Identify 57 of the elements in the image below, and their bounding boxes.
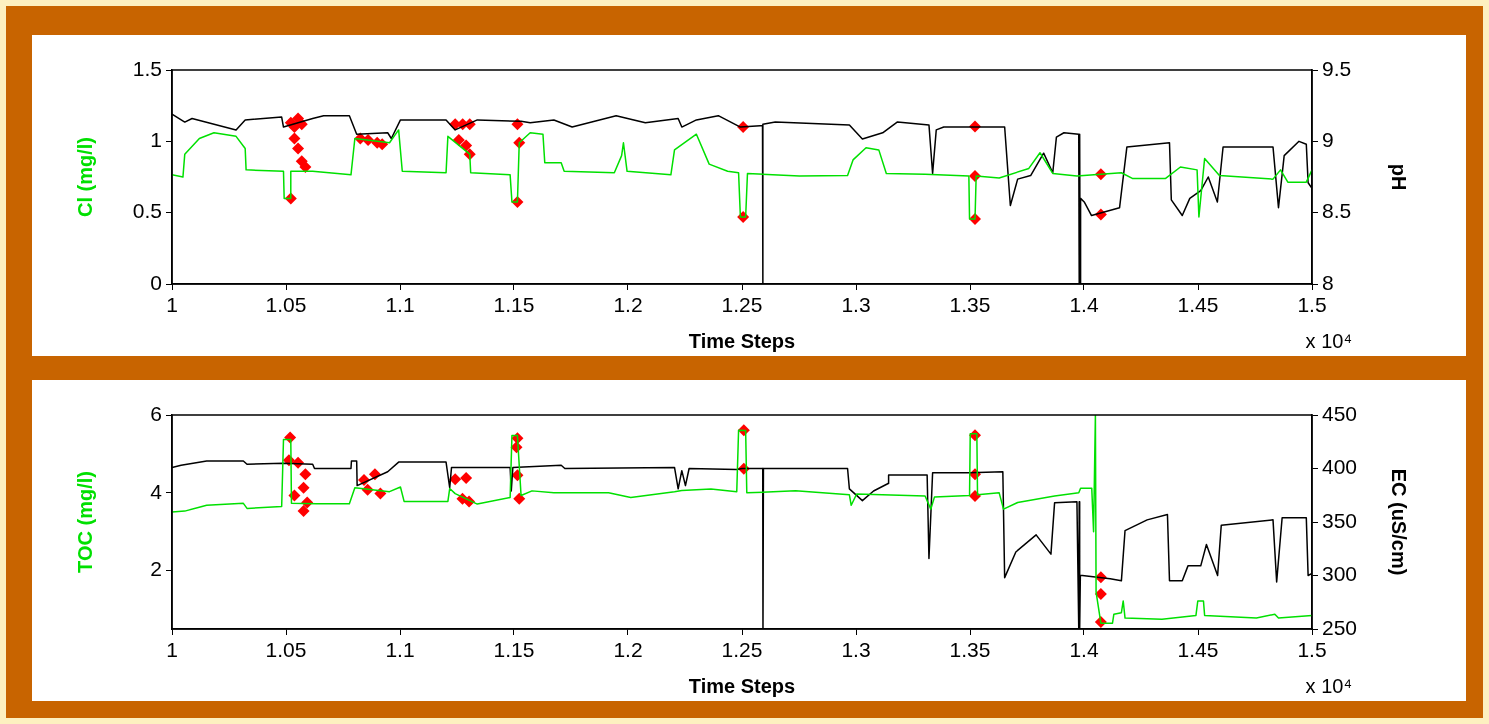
x-axis-title: Time Steps [688,329,796,352]
y2-tick-label: 9 [1322,128,1334,152]
x-tick-label: 1.3 [841,293,871,317]
point [1094,587,1107,600]
x-axis-title: Time Steps [688,674,796,697]
x-tick-label: 1.45 [1177,638,1219,662]
y-tick-label: 1.5 [132,56,162,80]
x-tick-label: 1 [166,293,178,317]
x-tick-label: 1.4 [1069,293,1099,317]
point [292,142,305,155]
point [297,505,310,518]
y-tick-label: 4 [150,479,163,503]
point [297,481,310,494]
x-tick-label: 1.2 [613,638,643,662]
y2-tick-label: 8.5 [1322,199,1352,223]
x-tick-label: 1.15 [493,638,535,662]
x-tick-label: 1.35 [949,638,991,662]
x-tick-label: 1.3 [841,638,871,662]
y-axis-title: Cl (mg/l) [73,137,96,217]
y2-tick-label: 8 [1322,270,1334,294]
y2-tick-label: 400 [1322,455,1358,479]
point [449,473,462,486]
text: x 10⁴ [1305,329,1352,352]
y2-tick-label: 300 [1322,562,1358,586]
point [299,468,312,481]
y-tick-label: 2 [150,557,162,581]
x-tick-label: 1.45 [1177,293,1219,317]
y-tick-label: 0.5 [132,199,162,223]
y-tick-label: 6 [150,401,162,425]
point [969,489,982,502]
point [288,132,301,145]
y-tick-label: 0 [150,270,162,294]
x-tick-label: 1.25 [721,293,763,317]
x-tick-label: 1.25 [721,638,763,662]
y2-tick-label: 350 [1322,508,1358,532]
x-tick-label: 1.4 [1069,638,1099,662]
y-axis-title: TOC (mg/l) [73,471,96,573]
x-tick-label: 1 [166,638,178,662]
y2-tick-label: 250 [1322,615,1358,639]
point [513,492,526,505]
x-tick-label: 1.1 [385,638,415,662]
x-tick-label: 1.05 [265,293,307,317]
y2-axis-title: EC (uS/cm) [1388,468,1411,576]
x-tick-label: 1.2 [613,293,643,317]
text: x 10⁴ [1305,674,1352,697]
x-tick-label: 1.1 [385,293,415,317]
y2-axis-title: pH [1388,163,1411,191]
x-tick-label: 1.5 [1297,638,1327,662]
y2-tick-label: 450 [1322,401,1358,425]
point [460,472,473,485]
point [299,161,312,174]
x-tick-label: 1.5 [1297,293,1327,317]
x-tick-label: 1.05 [265,638,307,662]
y2-tick-label: 9.5 [1322,56,1352,80]
y-tick-label: 1 [150,128,162,152]
x-tick-label: 1.35 [949,293,991,317]
x-tick-label: 1.15 [493,293,535,317]
